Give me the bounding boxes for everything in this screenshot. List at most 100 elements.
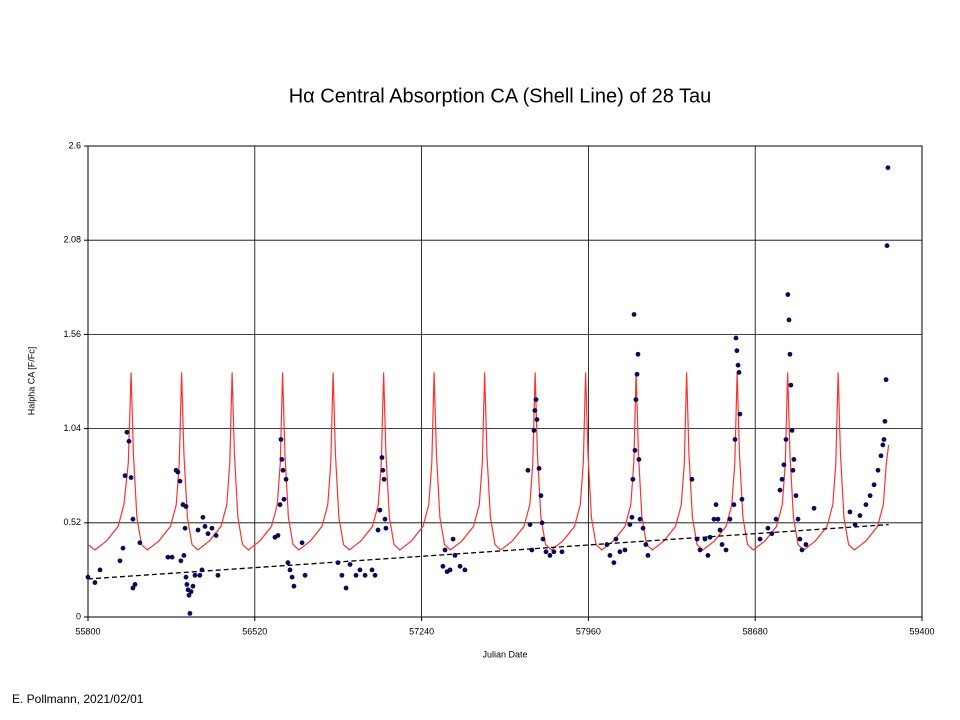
x-tick-label: 57240 (409, 626, 434, 636)
data-point (713, 502, 719, 508)
data-point (205, 531, 211, 537)
data-point (92, 580, 98, 585)
data-point (711, 516, 717, 522)
data-point (291, 583, 297, 589)
data-point (299, 540, 305, 546)
data-point (787, 351, 793, 357)
data-point (447, 567, 453, 573)
data-point (645, 553, 651, 558)
data-point (287, 567, 293, 573)
data-point (181, 553, 187, 558)
data-point (283, 476, 289, 482)
x-axis-label: Julian Date (482, 649, 527, 659)
data-point (640, 525, 646, 531)
data-point (779, 476, 785, 482)
data-point (379, 455, 385, 460)
data-point (377, 507, 383, 513)
data-point (128, 475, 134, 480)
data-point (881, 437, 887, 442)
data-point (302, 572, 308, 578)
data-point (737, 411, 743, 417)
data-point (130, 585, 136, 591)
data-point (689, 476, 695, 482)
y-tick-label: 0.52 (63, 517, 81, 527)
data-point (382, 516, 388, 522)
data-point (280, 467, 286, 473)
y-tick-label: 2.08 (63, 235, 81, 245)
data-point (372, 572, 378, 578)
data-point (734, 348, 740, 354)
data-point (777, 487, 783, 493)
data-point (607, 553, 613, 558)
data-point (857, 513, 863, 518)
data-point (137, 540, 143, 546)
data-point (190, 583, 196, 589)
y-tick-label: 1.56 (63, 329, 81, 339)
data-point (765, 525, 771, 531)
data-point (122, 473, 128, 479)
data-point (120, 545, 126, 551)
data-point (694, 536, 700, 542)
data-point (188, 589, 194, 595)
data-point (165, 554, 171, 560)
chart-title: Hα Central Absorption CA (Shell Line) of… (289, 85, 712, 107)
data-point (627, 522, 633, 528)
data-point (883, 377, 889, 383)
data-point (383, 525, 389, 531)
trend-line (87, 523, 889, 580)
data-point (285, 560, 291, 566)
data-point (197, 572, 203, 578)
data-point (335, 560, 341, 566)
data-point (279, 456, 285, 462)
data-point (369, 567, 375, 573)
data-point (697, 547, 703, 553)
data-point (791, 456, 797, 462)
data-point (769, 531, 775, 537)
data-point (132, 581, 138, 587)
data-point (442, 547, 448, 553)
data-point (186, 592, 192, 598)
data-point (789, 428, 795, 433)
data-point (783, 437, 789, 442)
data-point (177, 478, 183, 484)
data-point (278, 437, 284, 442)
data-point (797, 536, 803, 542)
data-point (277, 502, 283, 508)
data-point (124, 429, 130, 435)
data-point (643, 542, 649, 547)
data-point (705, 553, 711, 558)
data-point (452, 553, 458, 558)
data-point (169, 554, 175, 560)
data-point (631, 312, 637, 317)
data-point (795, 516, 801, 522)
data-point (347, 562, 353, 567)
data-point (183, 504, 189, 509)
data-point (799, 547, 805, 553)
data-point (289, 574, 295, 580)
data-point (547, 553, 553, 558)
data-point (183, 574, 189, 580)
data-point (732, 437, 738, 442)
data-point (199, 567, 205, 573)
data-point (604, 542, 610, 547)
data-point (739, 496, 745, 502)
data-point (353, 572, 359, 578)
data-point (187, 610, 193, 616)
data-point (733, 335, 739, 341)
data-point (632, 447, 638, 453)
data-point (719, 542, 725, 547)
data-point (736, 370, 742, 375)
data-point (803, 542, 809, 547)
x-tick-label: 55800 (75, 626, 100, 636)
data-point (192, 572, 198, 578)
data-point (440, 563, 446, 569)
data-point (723, 547, 729, 553)
data-point (613, 536, 619, 542)
x-tick-label: 57960 (576, 626, 601, 636)
data-point (375, 527, 381, 533)
data-point (534, 417, 540, 422)
data-point (457, 563, 463, 569)
data-point (275, 533, 281, 538)
data-point (184, 581, 190, 587)
data-point (202, 524, 208, 529)
